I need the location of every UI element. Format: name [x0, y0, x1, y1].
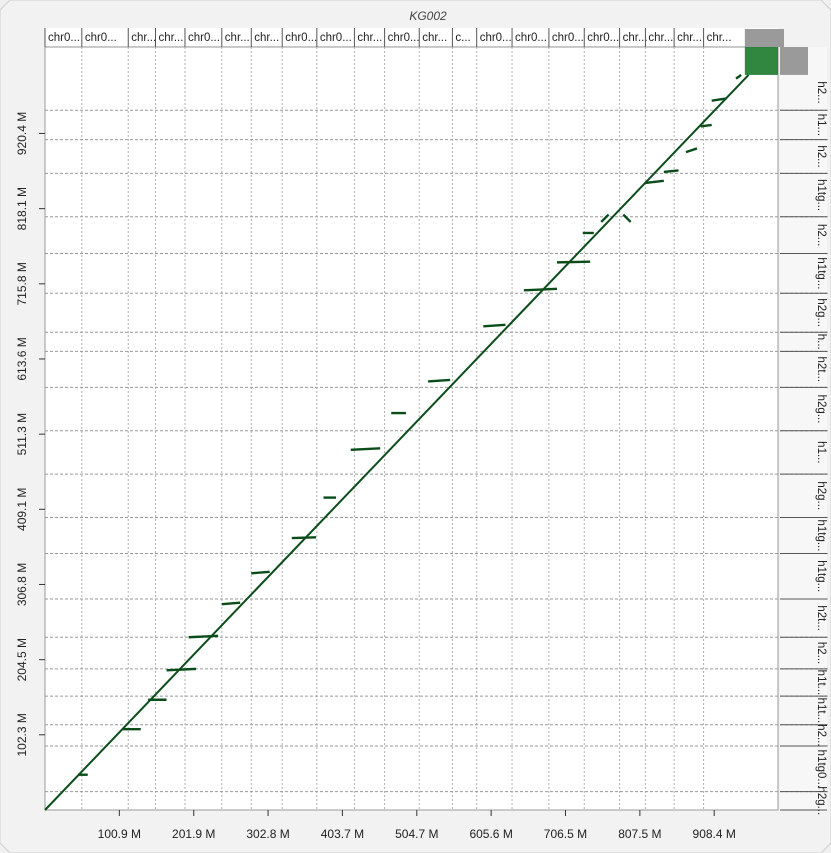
corner-block-right [780, 47, 808, 75]
alignment-segment [735, 73, 742, 80]
y-chr-label[interactable]: h2g... [815, 395, 827, 424]
y-chr-label[interactable]: h1... [815, 114, 827, 136]
x-chr-label[interactable]: chr0... [48, 32, 80, 44]
x-tick-label: 504.7 M [395, 827, 438, 841]
alignment-segment [483, 323, 506, 328]
x-chr-label[interactable]: chr0... [480, 32, 512, 44]
x-chr-label[interactable]: chr... [707, 32, 732, 44]
x-chr-label[interactable]: chr0... [587, 32, 619, 44]
x-tick-label: 302.8 M [246, 827, 289, 841]
x-tick-label: 605.6 M [469, 827, 512, 841]
y-tick-label: 920.4 M [15, 112, 29, 155]
y-chr-label[interactable]: h2... [815, 145, 827, 167]
y-tick-label: 204.5 M [15, 638, 29, 681]
alignment-segment [427, 378, 451, 383]
y-chr-label[interactable]: h2... [815, 642, 827, 664]
alignment-segment [221, 601, 241, 606]
y-chr-label[interactable]: h1tg... [815, 519, 827, 551]
y-chr-label[interactable]: h1tg... [815, 257, 827, 289]
x-chr-label[interactable]: chr... [648, 32, 673, 44]
x-tick-label: 100.9 M [98, 827, 141, 841]
x-chr-label[interactable]: chr... [357, 32, 382, 44]
alignment-segment [645, 179, 664, 185]
x-chr-label[interactable]: chr0... [552, 32, 584, 44]
x-chr-label[interactable]: chr... [254, 32, 279, 44]
y-tick-label: 818.1 M [15, 187, 29, 230]
y-tick-label: 613.6 M [15, 337, 29, 380]
y-chr-label[interactable]: h2... [815, 224, 827, 246]
x-tick-label: 201.9 M [172, 827, 215, 841]
x-chr-label[interactable]: c... [455, 32, 470, 44]
corner-block-top [744, 29, 784, 47]
alignment-segment [556, 260, 591, 264]
chart-title: KG002 [409, 9, 447, 23]
y-tick-label: 511.3 M [15, 413, 29, 455]
y-chr-strip [780, 47, 827, 810]
y-tick-label: 409.1 M [15, 488, 29, 531]
y-chr-label[interactable]: h2g... [815, 786, 827, 815]
x-tick-label: 908.4 M [693, 827, 736, 841]
x-chr-label[interactable]: chr0... [85, 32, 117, 44]
y-chr-label[interactable]: h1tg... [815, 179, 827, 211]
y-chr-label[interactable]: h1tg... [815, 560, 827, 592]
alignment-diagonal [44, 74, 750, 811]
x-chr-label[interactable]: chr0... [320, 32, 352, 44]
corner-dense-block [744, 47, 778, 75]
alignment-segment [622, 213, 632, 223]
y-tick-label: 715.8 M [15, 262, 29, 305]
alignment-segment [663, 169, 679, 174]
y-chr-label[interactable]: h2g... [815, 298, 827, 327]
y-chr-label[interactable]: h2t... [815, 605, 827, 631]
y-chr-label[interactable]: h2... [815, 81, 827, 103]
x-tick-label: 807.5 M [618, 827, 661, 841]
alignment-segment [291, 536, 317, 540]
x-tick-label: 403.7 M [321, 827, 364, 841]
x-chr-label[interactable]: chr... [623, 32, 648, 44]
x-chr-label[interactable]: chr... [159, 32, 184, 44]
x-chr-label[interactable]: chr0... [388, 32, 420, 44]
alignment-segment [188, 634, 219, 639]
y-chr-label[interactable]: h2g... [815, 481, 827, 510]
y-tick-label: 306.8 M [15, 563, 29, 606]
alignment-segment [700, 123, 712, 128]
alignment-segment [166, 667, 197, 672]
x-chr-label[interactable]: chr... [131, 32, 156, 44]
alignment-segment [523, 287, 558, 292]
y-chr-label[interactable]: h1... [815, 441, 827, 463]
alignment-segment [600, 213, 610, 223]
y-chr-label[interactable]: h1t... [815, 698, 827, 724]
alignment-segment [350, 447, 381, 452]
y-chr-label[interactable]: h... [815, 334, 827, 350]
x-chr-label[interactable]: chr0... [515, 32, 547, 44]
x-chr-label[interactable]: chr0... [285, 32, 317, 44]
y-chr-label[interactable]: h1t... [815, 670, 827, 696]
y-tick-label: 102.3 M [15, 713, 29, 756]
x-tick-label: 706.5 M [544, 827, 587, 841]
alignment-segment [685, 147, 698, 154]
x-chr-strip [45, 28, 778, 46]
x-chr-label[interactable]: chr... [677, 32, 702, 44]
y-chr-label[interactable]: h1tg0... [815, 750, 827, 788]
y-chr-label[interactable]: h2t... [815, 357, 827, 383]
x-chr-label[interactable]: chr... [225, 32, 250, 44]
x-chr-label[interactable]: chr0... [188, 32, 220, 44]
alignment-segment [711, 97, 727, 102]
x-chr-label[interactable]: chr... [422, 32, 447, 44]
y-chr-label[interactable]: h2... [815, 724, 827, 746]
alignment-segment [251, 570, 270, 575]
